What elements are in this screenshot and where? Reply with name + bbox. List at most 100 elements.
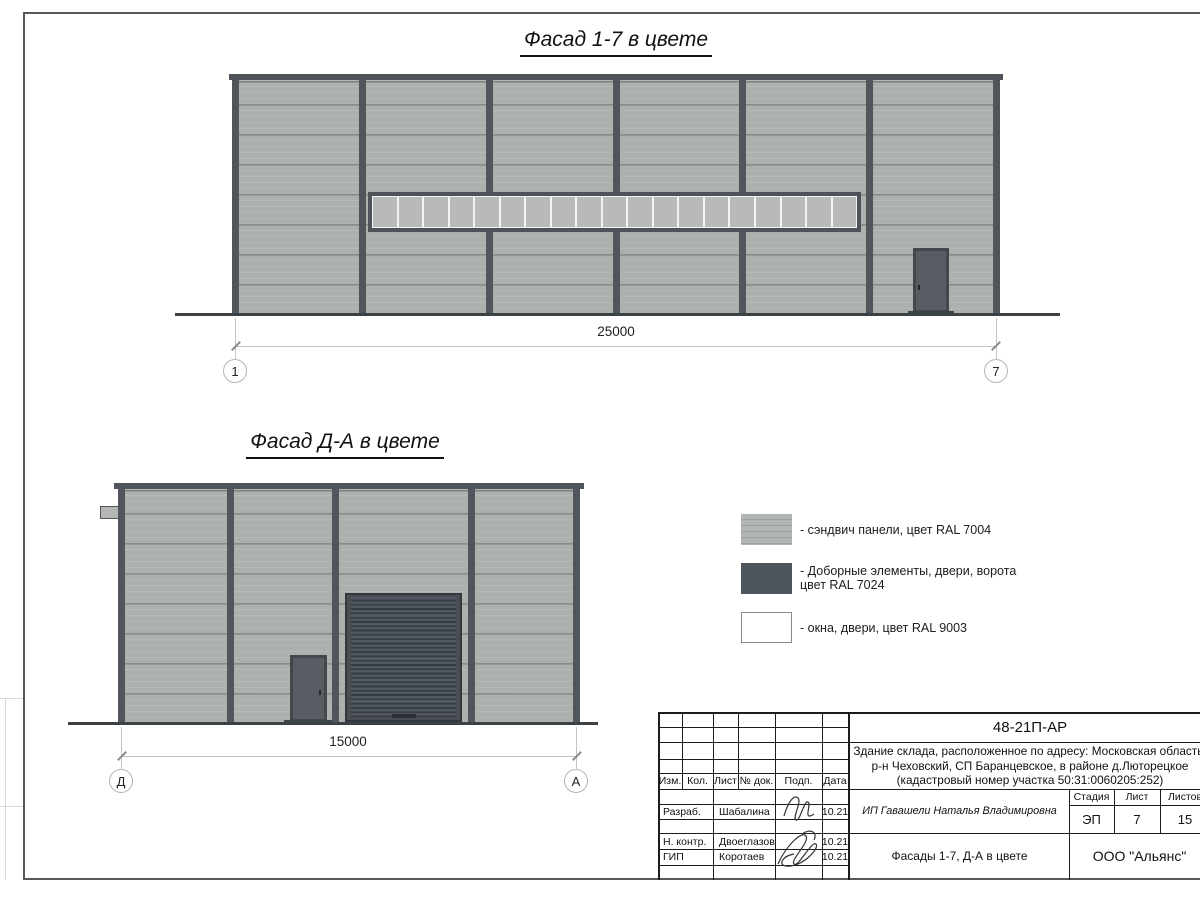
margin-divider-line <box>0 806 23 807</box>
window-pane <box>475 197 499 227</box>
frame-left-line <box>23 12 25 880</box>
titleblock-line <box>775 712 776 880</box>
window-band-panes <box>373 197 857 227</box>
window-pane <box>704 197 729 227</box>
legend-label-text: - окна, двери, цвет RAL 9003 <box>800 620 968 635</box>
window-pane <box>526 197 550 227</box>
project-line: (кадастровый номер участка 50:31:0060205… <box>896 773 1164 788</box>
window-pane <box>781 197 806 227</box>
window-pane <box>807 197 831 227</box>
sheets-total: 15 <box>1177 811 1193 827</box>
facade-d-a-column <box>332 489 339 722</box>
facade-1-7-dimension: 25000 <box>597 324 635 339</box>
staff-name: Коротаев <box>719 850 765 863</box>
window-pane <box>424 197 448 227</box>
client-name: ИП Гавашели Наталья Владимировна <box>862 805 1057 817</box>
titleblock-line <box>1160 789 1161 833</box>
window-pane <box>500 197 525 227</box>
legend-swatch-dark-elements <box>741 563 792 594</box>
signature-icon <box>783 796 815 821</box>
staff-role: Разраб. <box>663 805 701 818</box>
roller-gate-handle <box>391 714 416 718</box>
legend-swatch-windows <box>741 612 792 643</box>
window-pane <box>730 197 754 227</box>
frame-top-line <box>23 12 1200 14</box>
titleblock-line <box>658 789 1200 790</box>
titleblock-line <box>822 712 823 880</box>
legend-swatch-panels <box>741 514 792 545</box>
staff-name: Шабалина <box>719 805 770 818</box>
facade-1-7-door <box>913 248 949 313</box>
extension-line <box>235 318 236 359</box>
stage-value: ЭП <box>1082 811 1101 827</box>
facade-1-7-top-beam <box>229 74 1003 80</box>
facade-d-a-dimension: 15000 <box>329 734 367 749</box>
dimension-line <box>121 756 577 757</box>
titleblock-line <box>658 773 848 774</box>
staff-date: 10.21 <box>821 850 849 863</box>
facade-1-7-title: Фасад 1-7 в цвете <box>366 28 866 57</box>
margin-divider-line <box>0 698 23 699</box>
window-pane <box>628 197 652 227</box>
axis-marker-7: 7 <box>984 359 1008 383</box>
sheet-label: Лист <box>1125 791 1149 803</box>
col-header-kol: Кол. <box>687 775 708 787</box>
titleblock-line <box>658 849 848 850</box>
facade-1-7-ground-line <box>175 313 1060 316</box>
legend-label-panels: - сэндвич панели, цвет RAL 7004 <box>800 514 1100 545</box>
titleblock-line <box>658 804 848 805</box>
margin-divider-line <box>5 698 6 880</box>
facade-d-a-column <box>118 489 125 722</box>
facade-d-a-column <box>573 489 580 722</box>
facade-1-7-column <box>232 80 239 313</box>
facade-1-7-column <box>359 80 366 313</box>
staff-role: Н. контр. <box>663 835 707 848</box>
legend-label-dark-elements: - Доборные элементы, двери, ворота цвет … <box>800 560 1120 596</box>
project-line: р-н Чеховский, СП Баранцевское, в районе… <box>871 758 1189 773</box>
facade-d-a-top-beam <box>114 483 584 489</box>
roller-gate-slats <box>351 597 456 718</box>
titleblock-line <box>848 712 850 880</box>
facade-d-a-column <box>227 489 234 722</box>
axis-marker-d: Д <box>109 769 133 793</box>
window-pane <box>679 197 703 227</box>
axis-marker-1: 1 <box>223 359 247 383</box>
col-header-ndok: № док. <box>739 775 774 787</box>
dimension-line <box>235 346 997 347</box>
col-header-izm: Изм. <box>658 775 682 787</box>
facade-d-a-door <box>290 655 327 722</box>
legend-label-windows: - окна, двери, цвет RAL 9003 <box>800 612 1100 643</box>
titleblock-line <box>658 819 848 820</box>
legend-label-text: - сэндвич панели, цвет RAL 7004 <box>800 522 992 537</box>
staff-role: ГИП <box>663 850 684 863</box>
staff-name: Двоеглазов <box>719 835 775 848</box>
titleblock-line <box>1114 789 1115 833</box>
titleblock-line <box>713 712 714 880</box>
col-header-data: Дата <box>823 775 847 787</box>
window-pane <box>398 197 423 227</box>
axis-marker-a: А <box>564 769 588 793</box>
staff-date: 10.21 <box>821 805 849 818</box>
staff-date: 10.21 <box>821 835 849 848</box>
window-pane <box>551 197 576 227</box>
facade-1-7-column <box>993 80 1000 313</box>
facade-d-a-column <box>468 489 475 722</box>
titleblock-line <box>1069 789 1070 880</box>
window-pane <box>577 197 601 227</box>
company-name: ООО "Альянс" <box>1092 848 1187 864</box>
facade-1-7-column <box>866 80 873 313</box>
titleblock-line <box>658 759 848 760</box>
col-header-podp: Подп. <box>784 775 813 787</box>
facade-d-a-ground-line <box>68 722 598 725</box>
titleblock-line <box>658 712 1200 714</box>
titleblock-line <box>1069 805 1200 806</box>
frame-bottom-line <box>23 878 1200 880</box>
sheets-total-label: Листов <box>1167 791 1200 803</box>
extension-line <box>996 318 997 359</box>
project-line: Здание склада, расположенное по адресу: … <box>853 744 1200 759</box>
col-header-list: Лист <box>714 775 737 787</box>
window-pane <box>449 197 474 227</box>
facade-d-a-door-threshold <box>284 720 332 723</box>
titleblock-line <box>658 712 660 880</box>
drawing-title: Фасады 1-7, Д-А в цвете <box>891 849 1028 863</box>
